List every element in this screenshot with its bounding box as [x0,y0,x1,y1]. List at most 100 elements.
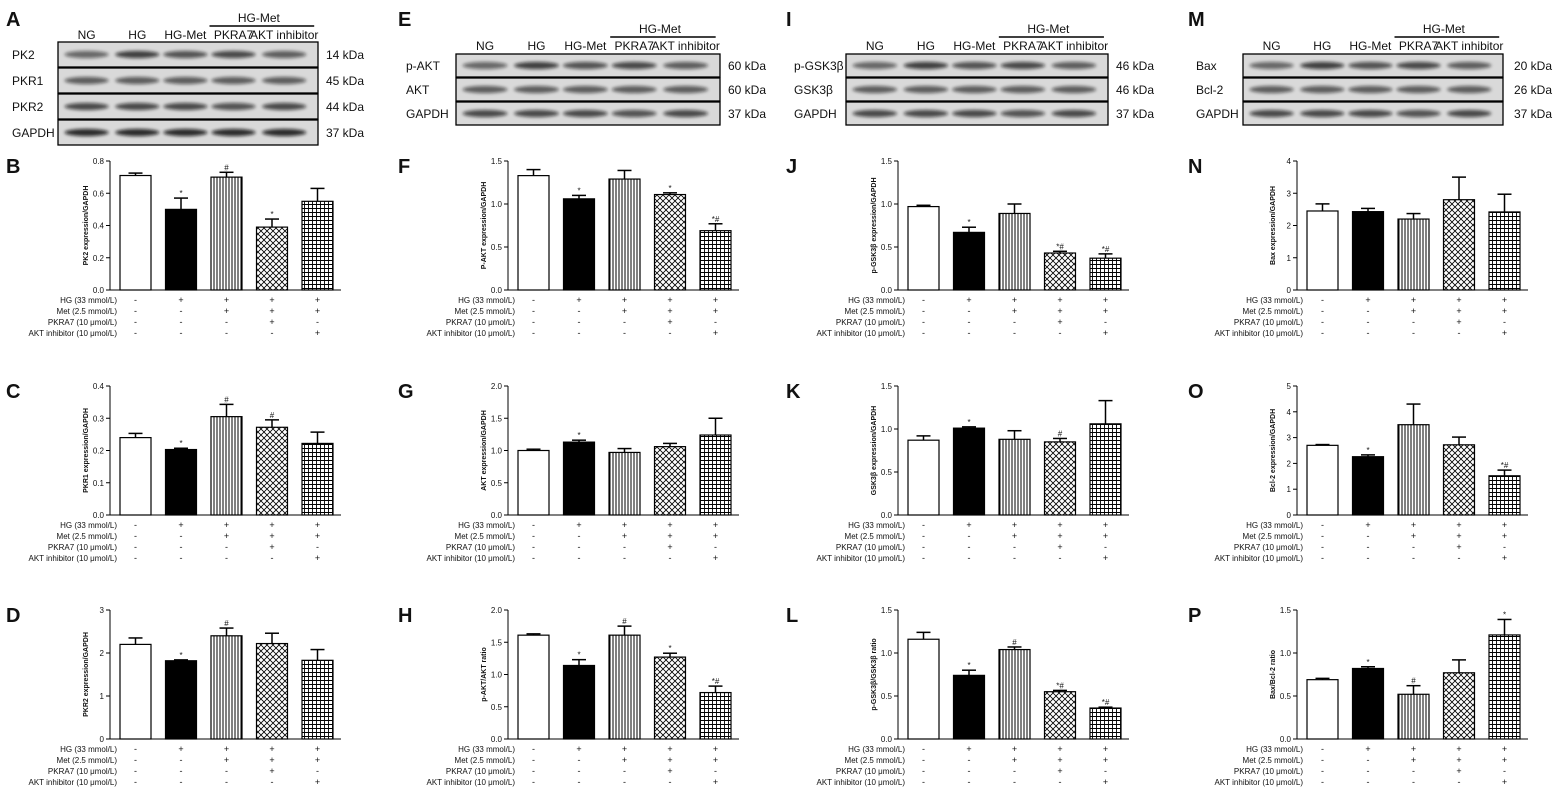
y-tick-label: 2 [1287,459,1292,468]
condition-sign: + [1365,744,1370,754]
y-tick-label: 0.0 [93,286,105,295]
condition-sign: + [966,520,971,530]
condition-sign: + [622,295,627,305]
condition-sign: + [269,295,274,305]
blot-band [1348,85,1393,94]
condition-sign: - [180,328,183,338]
blot-row-kda: 60 kDa [728,59,766,73]
bar [998,212,1031,291]
blot-band [514,85,559,94]
bar [562,198,596,291]
condition-sign: - [532,531,535,541]
blot-band [1396,61,1441,70]
blot-band [611,109,657,118]
condition-sign: + [269,520,274,530]
condition-sign: - [134,553,137,563]
condition-sign: - [225,328,228,338]
lane-label: PKRA7 [214,28,254,42]
condition-sign: - [225,766,228,776]
condition-sign: + [667,755,672,765]
chart-panel-L: L0.00.51.01.5p-GSK3β/GSK3β ratio *#*#*#HG… [786,605,1129,787]
blot-row-kda: 44 kDa [326,100,364,114]
condition-sign: + [224,306,229,316]
condition-sign: - [134,520,137,530]
blot-band [163,102,208,111]
lane-label: HG [128,28,146,42]
condition-label: AKT inhibitor (10 μmol/L) [817,329,906,338]
y-tick-label: 1.0 [881,649,893,658]
panel-letter-E: E [398,9,411,31]
blot-row-kda: 14 kDa [326,48,364,62]
chart-panel-O: O 0 1 2 3 4 5 Bcl-2 expression/GAPDH * *# HG (33 m… [1188,381,1528,563]
bar [1351,667,1385,740]
significance-mark: * [577,651,580,660]
blot-band [611,85,657,94]
panel-letter-G: G [398,381,414,403]
condition-sign: - [180,542,183,552]
condition-sign: - [578,777,581,787]
chart-panel-K: K 0.0 0.5 1.0 1.5 GSK3β expression/GAPDH * # HG … [786,381,1129,563]
condition-sign: + [315,531,320,541]
bar [1397,693,1430,740]
condition-sign: + [1502,553,1507,563]
condition-sign: + [1103,295,1108,305]
blot-band [1051,109,1097,118]
blot-band [852,61,898,70]
y-tick-label: 0.5 [491,243,503,252]
condition-sign: + [224,755,229,765]
significance-mark: *# [1056,681,1064,690]
blot-band [462,109,508,118]
significance-mark: * [179,189,182,198]
bar [210,416,243,516]
bar [653,193,687,291]
blot-band [211,128,256,137]
condition-sign: - [1321,295,1324,305]
significance-mark: *# [1056,242,1064,251]
bar [119,643,152,740]
condition-sign: - [134,531,137,541]
condition-label: PKRA7 (10 μmol/L) [1234,543,1303,552]
condition-sign: - [1321,553,1324,563]
lane-label: HG-Met [564,39,607,53]
blot-band [1249,85,1294,94]
blot-band [514,109,559,118]
y-axis-label: P-AKT expression/GAPDH [481,182,488,270]
bar [517,449,550,516]
blot-row-kda: 60 kDa [728,83,766,97]
condition-sign: + [713,306,718,316]
bar [907,205,940,291]
condition-sign: - [1503,317,1506,327]
condition-sign: - [1367,777,1370,787]
y-tick-label: 3 [1287,434,1292,443]
bar [1397,424,1430,516]
bar [562,664,596,740]
y-tick-label: 0.5 [491,479,503,488]
condition-sign: - [669,553,672,563]
condition-label: Met (2.5 mmol/L) [455,756,516,765]
blot-band [663,85,709,94]
lane-label: AKT inhibitor [651,39,719,53]
condition-sign: - [968,542,971,552]
blot-row-label: PK2 [12,48,35,62]
blot-band [211,102,256,111]
condition-sign: - [1321,520,1324,530]
blot-band [1300,85,1345,94]
condition-sign: - [968,553,971,563]
bar [998,438,1031,516]
blot-band [663,109,709,118]
condition-sign: - [1458,553,1461,563]
bar [1089,423,1122,516]
condition-sign: - [134,295,137,305]
bar [653,446,687,516]
condition-sign: + [1103,306,1108,316]
condition-label: AKT inhibitor (10 μmol/L) [817,554,906,563]
blot-row-label: GAPDH [406,107,449,121]
condition-sign: - [714,317,717,327]
condition-sign: + [315,777,320,787]
bar [301,200,334,291]
condition-sign: + [315,553,320,563]
condition-sign: - [1367,531,1370,541]
condition-sign: - [968,777,971,787]
